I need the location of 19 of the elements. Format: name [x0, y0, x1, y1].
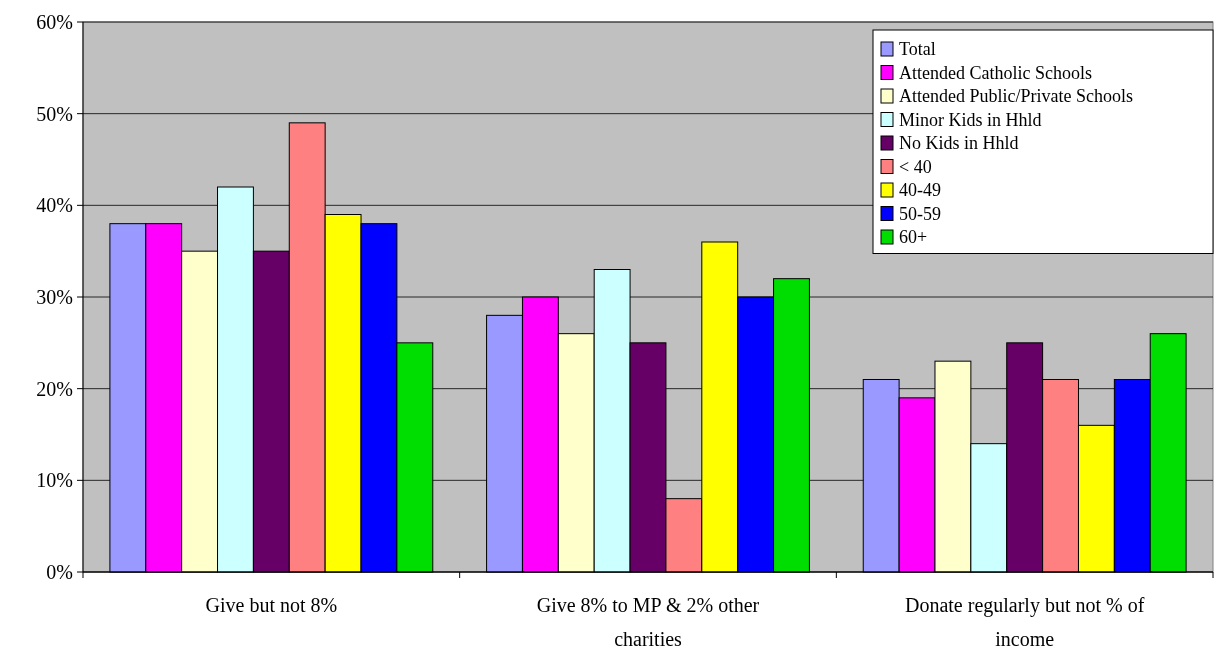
y-tick-label: 10%	[36, 469, 73, 492]
y-tick-label: 20%	[36, 377, 73, 400]
legend-label: 60+	[899, 227, 928, 248]
legend-label: < 40	[899, 156, 932, 177]
x-tick-label: Donate regularly but not % of income	[904, 594, 1145, 650]
legend-label: Total	[899, 39, 936, 60]
legend-label: Attended Catholic Schools	[899, 62, 1092, 83]
y-tick-label: 30%	[36, 286, 73, 308]
y-tick-label: 60%	[36, 11, 73, 33]
x-tick-label: Give 8% to MP & 2% other charities	[536, 594, 760, 650]
y-tick-label: 40%	[36, 194, 73, 217]
legend-label: Attended Public/Private Schools	[899, 86, 1133, 107]
x-tick-label: Give but not 8%	[205, 594, 338, 616]
legend-label: 50-59	[899, 203, 941, 224]
y-tick-label: 0%	[46, 561, 73, 583]
legend-label: No Kids in Hhld	[899, 133, 1019, 154]
y-tick-label: 50%	[36, 102, 73, 125]
legend-label: 40-49	[899, 180, 941, 201]
legend-label: Minor Kids in Hhld	[899, 109, 1042, 130]
